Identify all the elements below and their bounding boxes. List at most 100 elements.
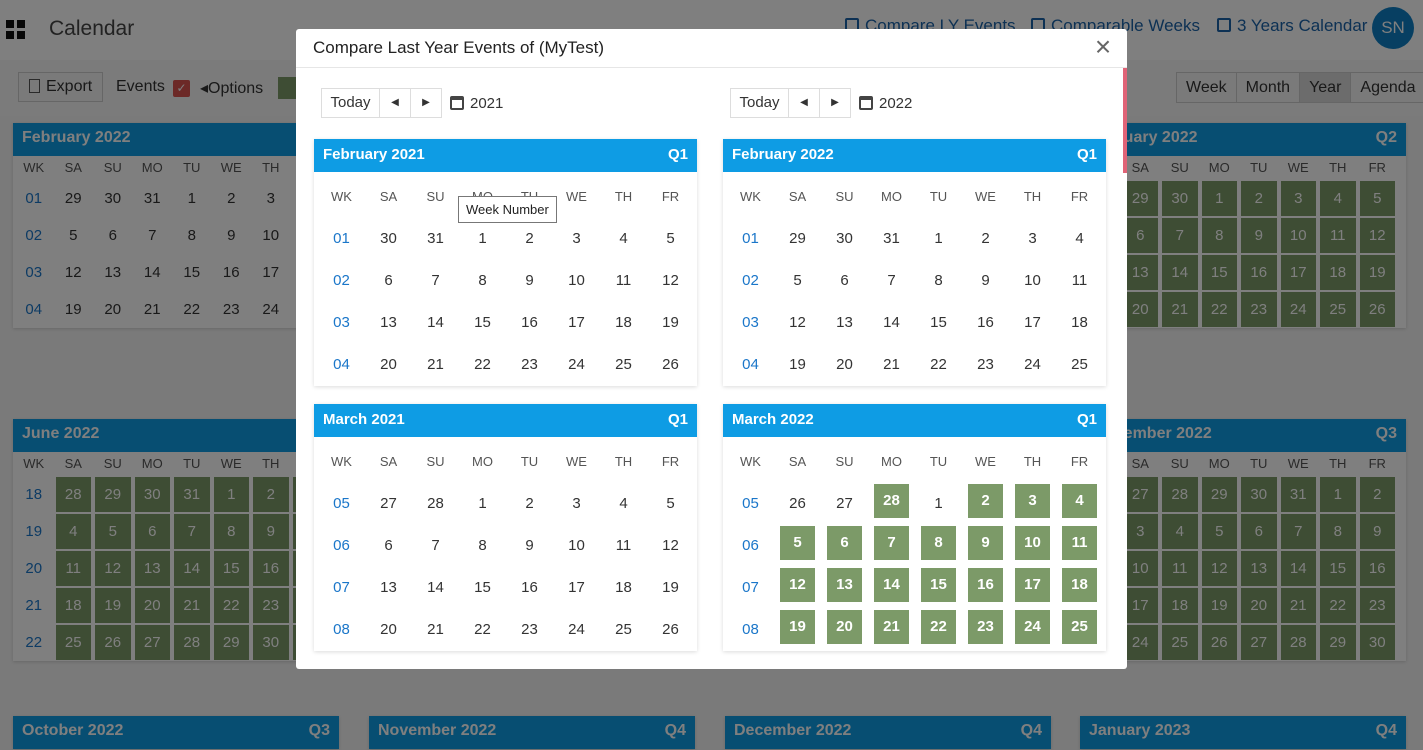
day-cell[interactable]: 8 (478, 272, 487, 289)
day-cell[interactable]: 19 (662, 314, 679, 331)
day-cell[interactable]: 22 (474, 621, 491, 638)
day-cell[interactable]: 15 (474, 314, 491, 331)
day-cell[interactable]: 6 (384, 537, 393, 554)
day-cell[interactable]: 9 (525, 537, 534, 554)
day-cell[interactable]: 17 (568, 314, 585, 331)
day-cell[interactable]: 7 (431, 272, 440, 289)
day-cell[interactable]: 20 (380, 356, 397, 373)
day-cell[interactable]: 4 (1062, 484, 1097, 518)
day-cell[interactable]: 9 (525, 272, 534, 289)
day-cell[interactable]: 27 (836, 495, 853, 512)
day-cell[interactable]: 21 (874, 610, 909, 644)
week-number-link[interactable]: 08 (742, 621, 759, 638)
month-header[interactable]: February 2022 Q1 (723, 139, 1106, 172)
today-button-right[interactable]: Today (730, 88, 789, 118)
day-cell[interactable]: 9 (981, 272, 990, 289)
day-cell[interactable]: 25 (1071, 356, 1088, 373)
day-cell[interactable]: 25 (1062, 610, 1097, 644)
day-cell[interactable]: 15 (474, 579, 491, 596)
day-cell[interactable]: 1 (934, 230, 943, 247)
day-cell[interactable]: 8 (934, 272, 943, 289)
day-cell[interactable]: 20 (836, 356, 853, 373)
day-cell[interactable]: 3 (572, 495, 581, 512)
day-cell[interactable]: 20 (380, 621, 397, 638)
day-cell[interactable]: 19 (789, 356, 806, 373)
week-number-link[interactable]: 01 (742, 230, 759, 247)
day-cell[interactable]: 6 (827, 526, 862, 560)
day-cell[interactable]: 4 (619, 230, 628, 247)
week-number-link[interactable]: 06 (742, 537, 759, 554)
day-cell[interactable]: 28 (427, 495, 444, 512)
day-cell[interactable]: 12 (662, 272, 679, 289)
day-cell[interactable]: 16 (521, 314, 538, 331)
day-cell[interactable]: 25 (615, 356, 632, 373)
day-cell[interactable]: 14 (874, 568, 909, 602)
day-cell[interactable]: 8 (478, 537, 487, 554)
day-cell[interactable]: 22 (930, 356, 947, 373)
day-cell[interactable]: 15 (930, 314, 947, 331)
day-cell[interactable]: 23 (521, 356, 538, 373)
week-number-link[interactable]: 04 (742, 356, 759, 373)
day-cell[interactable]: 16 (977, 314, 994, 331)
week-number-link[interactable]: 05 (333, 495, 350, 512)
week-number-link[interactable]: 08 (333, 621, 350, 638)
week-number-link[interactable]: 02 (742, 272, 759, 289)
day-cell[interactable]: 27 (380, 495, 397, 512)
day-cell[interactable]: 18 (1062, 568, 1097, 602)
day-cell[interactable]: 11 (615, 537, 632, 554)
day-cell[interactable]: 14 (883, 314, 900, 331)
day-cell[interactable]: 13 (380, 579, 397, 596)
next-year-button-left[interactable]: ▶ (411, 88, 442, 118)
day-cell[interactable]: 7 (874, 526, 909, 560)
day-cell[interactable]: 24 (1024, 356, 1041, 373)
day-cell[interactable]: 17 (1015, 568, 1050, 602)
day-cell[interactable]: 18 (615, 314, 632, 331)
day-cell[interactable]: 3 (1028, 230, 1037, 247)
day-cell[interactable]: 30 (836, 230, 853, 247)
day-cell[interactable]: 12 (789, 314, 806, 331)
week-number-link[interactable]: 03 (742, 314, 759, 331)
day-cell[interactable]: 7 (887, 272, 896, 289)
day-cell[interactable]: 28 (874, 484, 909, 518)
week-number-link[interactable]: 06 (333, 537, 350, 554)
day-cell[interactable]: 10 (1024, 272, 1041, 289)
week-number-link[interactable]: 02 (333, 272, 350, 289)
day-cell[interactable]: 11 (1062, 526, 1097, 560)
scrollbar-thumb[interactable] (1123, 68, 1127, 173)
day-cell[interactable]: 21 (883, 356, 900, 373)
day-cell[interactable]: 31 (427, 230, 444, 247)
day-cell[interactable]: 2 (525, 230, 534, 247)
day-cell[interactable]: 3 (1015, 484, 1050, 518)
day-cell[interactable]: 13 (380, 314, 397, 331)
month-header[interactable]: March 2022 Q1 (723, 404, 1106, 437)
week-number-link[interactable]: 07 (333, 579, 350, 596)
day-cell[interactable]: 21 (427, 621, 444, 638)
year-picker-left[interactable]: 2021 (450, 95, 503, 112)
day-cell[interactable]: 24 (568, 356, 585, 373)
day-cell[interactable]: 5 (666, 495, 675, 512)
day-cell[interactable]: 9 (968, 526, 1003, 560)
day-cell[interactable]: 1 (478, 495, 487, 512)
today-button-left[interactable]: Today (321, 88, 380, 118)
day-cell[interactable]: 12 (662, 537, 679, 554)
day-cell[interactable]: 31 (883, 230, 900, 247)
day-cell[interactable]: 15 (921, 568, 956, 602)
day-cell[interactable]: 5 (666, 230, 675, 247)
day-cell[interactable]: 26 (662, 621, 679, 638)
week-number-link[interactable]: 04 (333, 356, 350, 373)
day-cell[interactable]: 11 (615, 272, 632, 289)
day-cell[interactable]: 14 (427, 579, 444, 596)
day-cell[interactable]: 2 (981, 230, 990, 247)
month-header[interactable]: March 2021 Q1 (314, 404, 697, 437)
day-cell[interactable]: 2 (525, 495, 534, 512)
next-year-button-right[interactable]: ▶ (820, 88, 851, 118)
day-cell[interactable]: 10 (1015, 526, 1050, 560)
day-cell[interactable]: 22 (921, 610, 956, 644)
day-cell[interactable]: 18 (1071, 314, 1088, 331)
day-cell[interactable]: 4 (1075, 230, 1084, 247)
day-cell[interactable]: 2 (968, 484, 1003, 518)
day-cell[interactable]: 10 (568, 272, 585, 289)
day-cell[interactable]: 19 (780, 610, 815, 644)
day-cell[interactable]: 8 (921, 526, 956, 560)
prev-year-button-left[interactable]: ◀ (380, 88, 411, 118)
